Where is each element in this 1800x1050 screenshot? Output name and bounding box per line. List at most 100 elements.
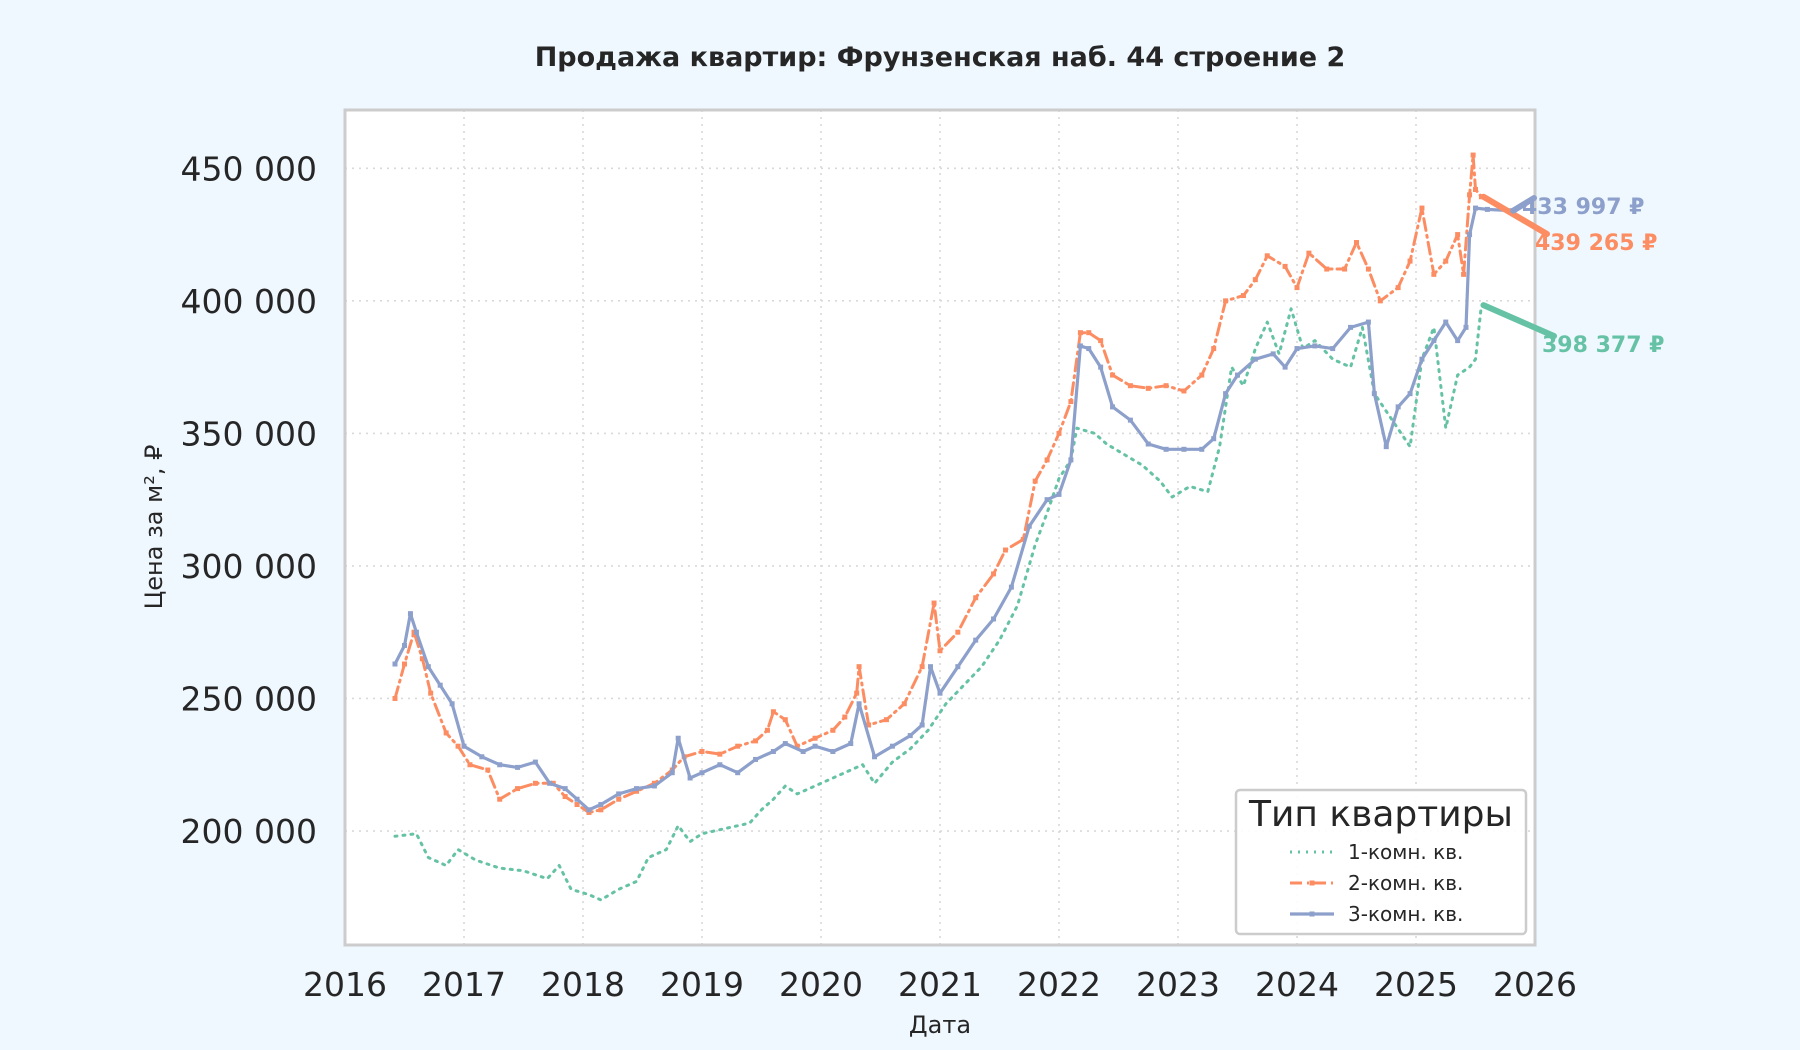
- data-point: [907, 733, 913, 739]
- data-point: [764, 727, 770, 733]
- data-point: [1098, 338, 1104, 344]
- data-point: [991, 571, 997, 577]
- data-point: [866, 722, 872, 728]
- data-point: [1240, 293, 1246, 299]
- data-point: [830, 727, 836, 733]
- data-point: [497, 762, 503, 768]
- data-point: [616, 796, 622, 802]
- data-point: [1467, 192, 1473, 198]
- end-label-arrow: [1510, 195, 1537, 214]
- legend-title: Тип квартиры: [1248, 794, 1513, 835]
- data-point: [1252, 356, 1258, 362]
- data-point: [1044, 497, 1050, 503]
- data-point: [889, 743, 895, 749]
- data-point: [1252, 277, 1258, 283]
- data-point: [1443, 319, 1449, 325]
- y-tick-label: 450 000: [181, 149, 317, 188]
- data-point: [1163, 383, 1169, 389]
- data-point: [1077, 343, 1083, 349]
- data-point: [1002, 547, 1008, 553]
- series-3-group: [392, 205, 1514, 813]
- series-2-group: [392, 152, 1484, 815]
- grid: [344, 110, 1536, 945]
- data-point: [1324, 266, 1330, 272]
- data-point: [598, 802, 604, 808]
- end-value-label: 433 997 ₽: [1522, 195, 1644, 220]
- data-point: [1470, 152, 1476, 158]
- data-point: [1044, 457, 1050, 463]
- data-point: [955, 629, 961, 635]
- data-point: [1395, 404, 1401, 410]
- data-point: [413, 629, 419, 635]
- data-point: [800, 748, 806, 754]
- data-point: [1371, 391, 1377, 397]
- data-point: [1181, 388, 1187, 394]
- data-point: [392, 695, 398, 701]
- data-point: [735, 770, 741, 776]
- y-tick-label: 250 000: [181, 679, 317, 718]
- data-point: [1419, 205, 1425, 211]
- data-point: [1348, 324, 1354, 330]
- x-axis-ticks: 2016 2017 2018 2019 2020 2021 2022 2023 2024 2025…: [303, 965, 1577, 1004]
- data-point: [1110, 372, 1116, 378]
- x-axis-label: Дата: [909, 1011, 971, 1039]
- data-point: [634, 788, 640, 794]
- data-point: [1431, 271, 1437, 277]
- data-point: [1181, 446, 1187, 452]
- data-point: [1395, 285, 1401, 291]
- data-point: [1020, 536, 1026, 542]
- x-tick-label: 2021: [898, 965, 982, 1004]
- data-point: [856, 701, 862, 707]
- x-tick-label: 2024: [1255, 965, 1339, 1004]
- data-point: [1235, 372, 1240, 378]
- series-line: [393, 303, 1483, 902]
- end-value-label: 439 265 ₽: [1535, 231, 1657, 256]
- data-point: [1077, 330, 1083, 336]
- chart-title: Продажа квартир: Фрунзенская наб. 44 стр…: [535, 42, 1346, 73]
- data-point: [562, 794, 568, 800]
- data-point: [919, 664, 925, 670]
- data-point: [927, 664, 933, 670]
- y-axis-label: Цена за м², ₽: [140, 445, 168, 610]
- data-point: [1086, 346, 1092, 352]
- x-tick-label: 2019: [660, 965, 744, 1004]
- x-tick-label: 2026: [1493, 965, 1577, 1004]
- data-point: [1419, 356, 1425, 362]
- x-tick-label: 2017: [422, 965, 506, 1004]
- data-point: [1383, 444, 1389, 450]
- data-point: [586, 809, 592, 815]
- data-point: [1032, 478, 1038, 484]
- data-point: [428, 690, 434, 696]
- y-tick-label: 400 000: [181, 282, 317, 321]
- data-point: [687, 775, 693, 781]
- data-point: [437, 682, 443, 688]
- data-point: [425, 664, 431, 670]
- data-point: [931, 600, 937, 606]
- data-point: [1223, 298, 1229, 304]
- data-point: [547, 780, 553, 786]
- data-point: [794, 743, 800, 749]
- series-lines: [392, 152, 1514, 902]
- data-point: [461, 743, 467, 749]
- data-point: [443, 730, 449, 736]
- data-point: [1467, 232, 1473, 238]
- data-point: [449, 701, 455, 707]
- data-point: [1294, 285, 1300, 291]
- end-value-label: 398 377 ₽: [1542, 333, 1664, 358]
- data-point: [830, 748, 836, 754]
- data-point: [1127, 417, 1133, 423]
- data-point: [1473, 187, 1478, 193]
- data-point: [574, 802, 580, 808]
- data-point: [1211, 436, 1217, 442]
- data-point: [937, 690, 943, 696]
- data-point: [1145, 385, 1151, 391]
- data-point: [1086, 330, 1092, 336]
- end-label-arrow: [1480, 193, 1550, 237]
- data-point: [883, 717, 889, 723]
- data-point: [1365, 319, 1371, 325]
- x-tick-label: 2023: [1136, 965, 1220, 1004]
- legend-label: 2-комн. кв.: [1348, 871, 1463, 895]
- data-point: [402, 661, 407, 667]
